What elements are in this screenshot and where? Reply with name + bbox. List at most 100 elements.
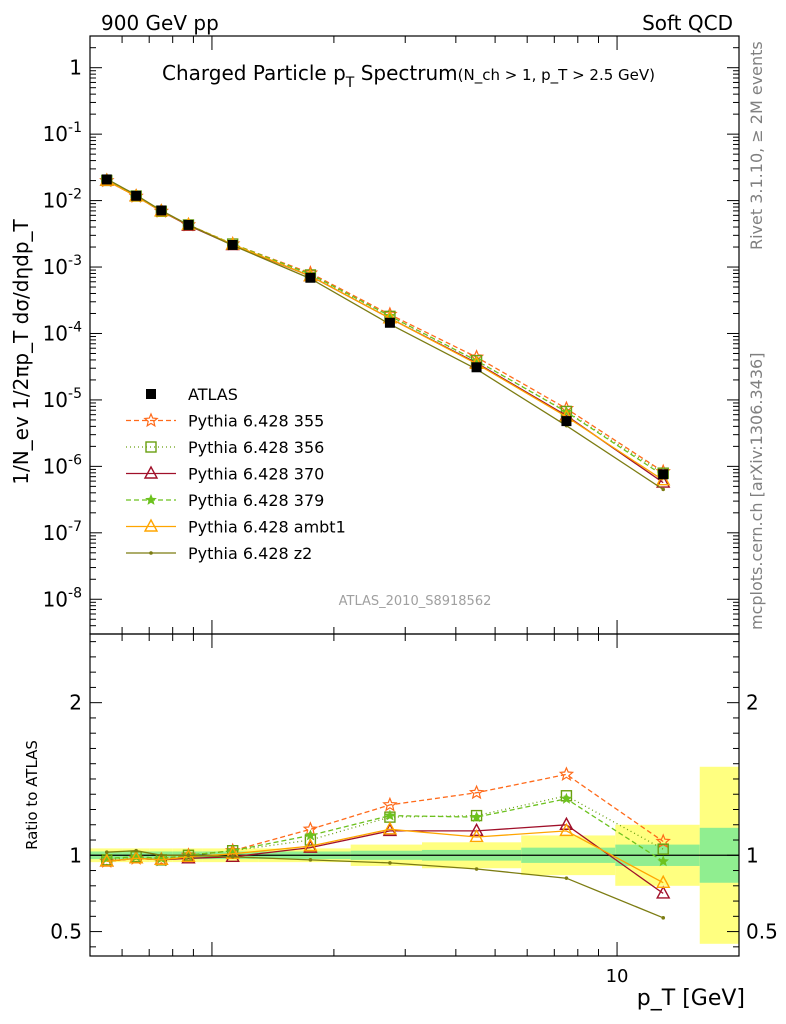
ratio-point (560, 792, 573, 804)
legend-marker (143, 518, 159, 532)
main-y-tick-label: 1 (69, 56, 82, 80)
ratio-series-line (106, 795, 664, 861)
data-point (661, 487, 666, 492)
legend: ATLAS Pythia 6.428 355 Pythia 6.428 356 Pyt… (126, 385, 346, 563)
main-y-tick-label: 10-1 (43, 120, 82, 146)
series-line (106, 180, 664, 481)
legend-label: Pythia 6.428 356 (188, 438, 324, 457)
main-plot-title: Charged Particle pT Spectrum(N_ch > 1, p… (162, 61, 655, 91)
ratio-point (558, 766, 575, 782)
legend-label: Pythia 6.428 ambt1 (188, 518, 346, 537)
atlas-data-point (384, 317, 395, 328)
legend-label: Pythia 6.428 370 (188, 465, 324, 484)
x-axis-label: p_T [GeV] (637, 986, 745, 1011)
legend-entry: Pythia 6.428 370 (126, 465, 324, 484)
ratio-y-tick-label-right: 2 (746, 691, 759, 715)
analysis-watermark: ATLAS_2010_S8918562 (339, 594, 492, 609)
legend-entry: Pythia 6.428 z2 (126, 544, 312, 563)
legend-entry: ATLAS (146, 385, 238, 404)
ratio-series-z2 (104, 848, 666, 920)
atlas-data-point (101, 174, 112, 185)
ratio-y-tick-label-right: 0.5 (746, 920, 778, 944)
ratio-point (128, 850, 144, 864)
data-point (656, 474, 671, 488)
main-y-tick-label: 10-4 (43, 319, 83, 345)
main-y-tick-label: 10-6 (43, 452, 83, 478)
ratio-point (384, 809, 396, 821)
panel-frames: 1 10-1 10-2 10-3 10-4 10-5 10-6 10-7 10-8 10 0.5 0.… (43, 35, 778, 987)
ratio-point (304, 829, 317, 841)
ratio-point (468, 784, 485, 800)
ratio-series-line (106, 850, 664, 919)
ratio-y-tick-label-left: 0.5 (50, 920, 82, 944)
legend-entry: Pythia 6.428 379 (126, 491, 324, 510)
rivet-version-text: Rivet 3.1.10, ≥ 2M events (747, 41, 766, 250)
legend-marker (143, 412, 159, 428)
ratio-point (657, 855, 669, 867)
main-y-tick-label: 10-5 (43, 386, 82, 412)
ratio-y-tick-label-right: 1 (746, 843, 759, 867)
ratio-point (656, 885, 671, 899)
atlas-data-point (131, 190, 142, 201)
atlas-data-point (183, 219, 194, 230)
atlas-data-point (471, 362, 482, 373)
ratio-series-line (106, 828, 664, 884)
ratio-point (134, 848, 138, 853)
ratio-point (661, 916, 666, 920)
ratio-point (186, 853, 191, 858)
ratio-point (382, 821, 398, 835)
series-line (106, 178, 664, 490)
atlas-data-point (227, 239, 238, 250)
main-y-tick-label: 10-3 (43, 253, 82, 279)
atlas-data (101, 174, 669, 480)
legend-label: Pythia 6.428 z2 (188, 544, 312, 563)
ratio-point (225, 848, 240, 863)
ratio-point (154, 851, 169, 866)
legend-marker (149, 551, 153, 555)
atlas-data-point (561, 416, 572, 427)
main-y-tick-label: 10-7 (43, 519, 82, 545)
legend-label: ATLAS (188, 385, 238, 404)
main-y-tick-label: 10-2 (43, 187, 82, 213)
ratio-y-axis-label: Ratio to ATLAS (23, 740, 41, 850)
ratio-point (559, 822, 574, 837)
main-panel (99, 172, 671, 492)
legend-label: Pythia 6.428 379 (188, 491, 324, 510)
ratio-point (99, 853, 114, 867)
legend-label: Pythia 6.428 355 (188, 412, 324, 431)
ratio-point (303, 838, 318, 852)
ratio-point (656, 874, 671, 888)
ratio-point (388, 861, 392, 865)
legend-marker (143, 465, 159, 479)
ratio-point (230, 855, 235, 859)
ratio-point (657, 843, 669, 855)
ratio-series-379 (101, 792, 669, 867)
atlas-data-point (156, 205, 167, 216)
ratio-point (469, 829, 484, 843)
legend-entry: Pythia 6.428 ambt1 (126, 518, 346, 537)
x-tick-label: 10 (606, 966, 629, 987)
header-right: Soft QCD (642, 11, 733, 35)
mcplots-text: mcplots.cern.ch [arXiv:1306.3436] (747, 353, 766, 630)
main-y-tick-label: 10-8 (43, 585, 82, 611)
legend-entry: Pythia 6.428 355 (126, 412, 324, 431)
legend-marker (145, 493, 157, 505)
ratio-point (308, 858, 313, 862)
ratio-point (159, 853, 164, 858)
ratio-y-tick-label-left: 2 (69, 691, 82, 715)
ratio-point (382, 796, 398, 812)
legend-marker (146, 389, 156, 399)
ratio-point (104, 850, 109, 855)
atlas-data-point (658, 469, 669, 480)
ratio-point (564, 876, 569, 880)
ratio-point (470, 811, 483, 823)
header-left: 900 GeV pp (101, 11, 219, 35)
atlas-data-point (305, 272, 316, 283)
ratio-series-line (106, 798, 664, 862)
ratio-y-tick-label-left: 1 (69, 843, 82, 867)
ratio-point (559, 816, 574, 830)
main-y-axis-label: 1/N_ev 1/2πp_T dσ/dηdp_T (9, 218, 33, 484)
ratio-panel-frame (89, 633, 740, 957)
ratio-point (474, 867, 479, 871)
